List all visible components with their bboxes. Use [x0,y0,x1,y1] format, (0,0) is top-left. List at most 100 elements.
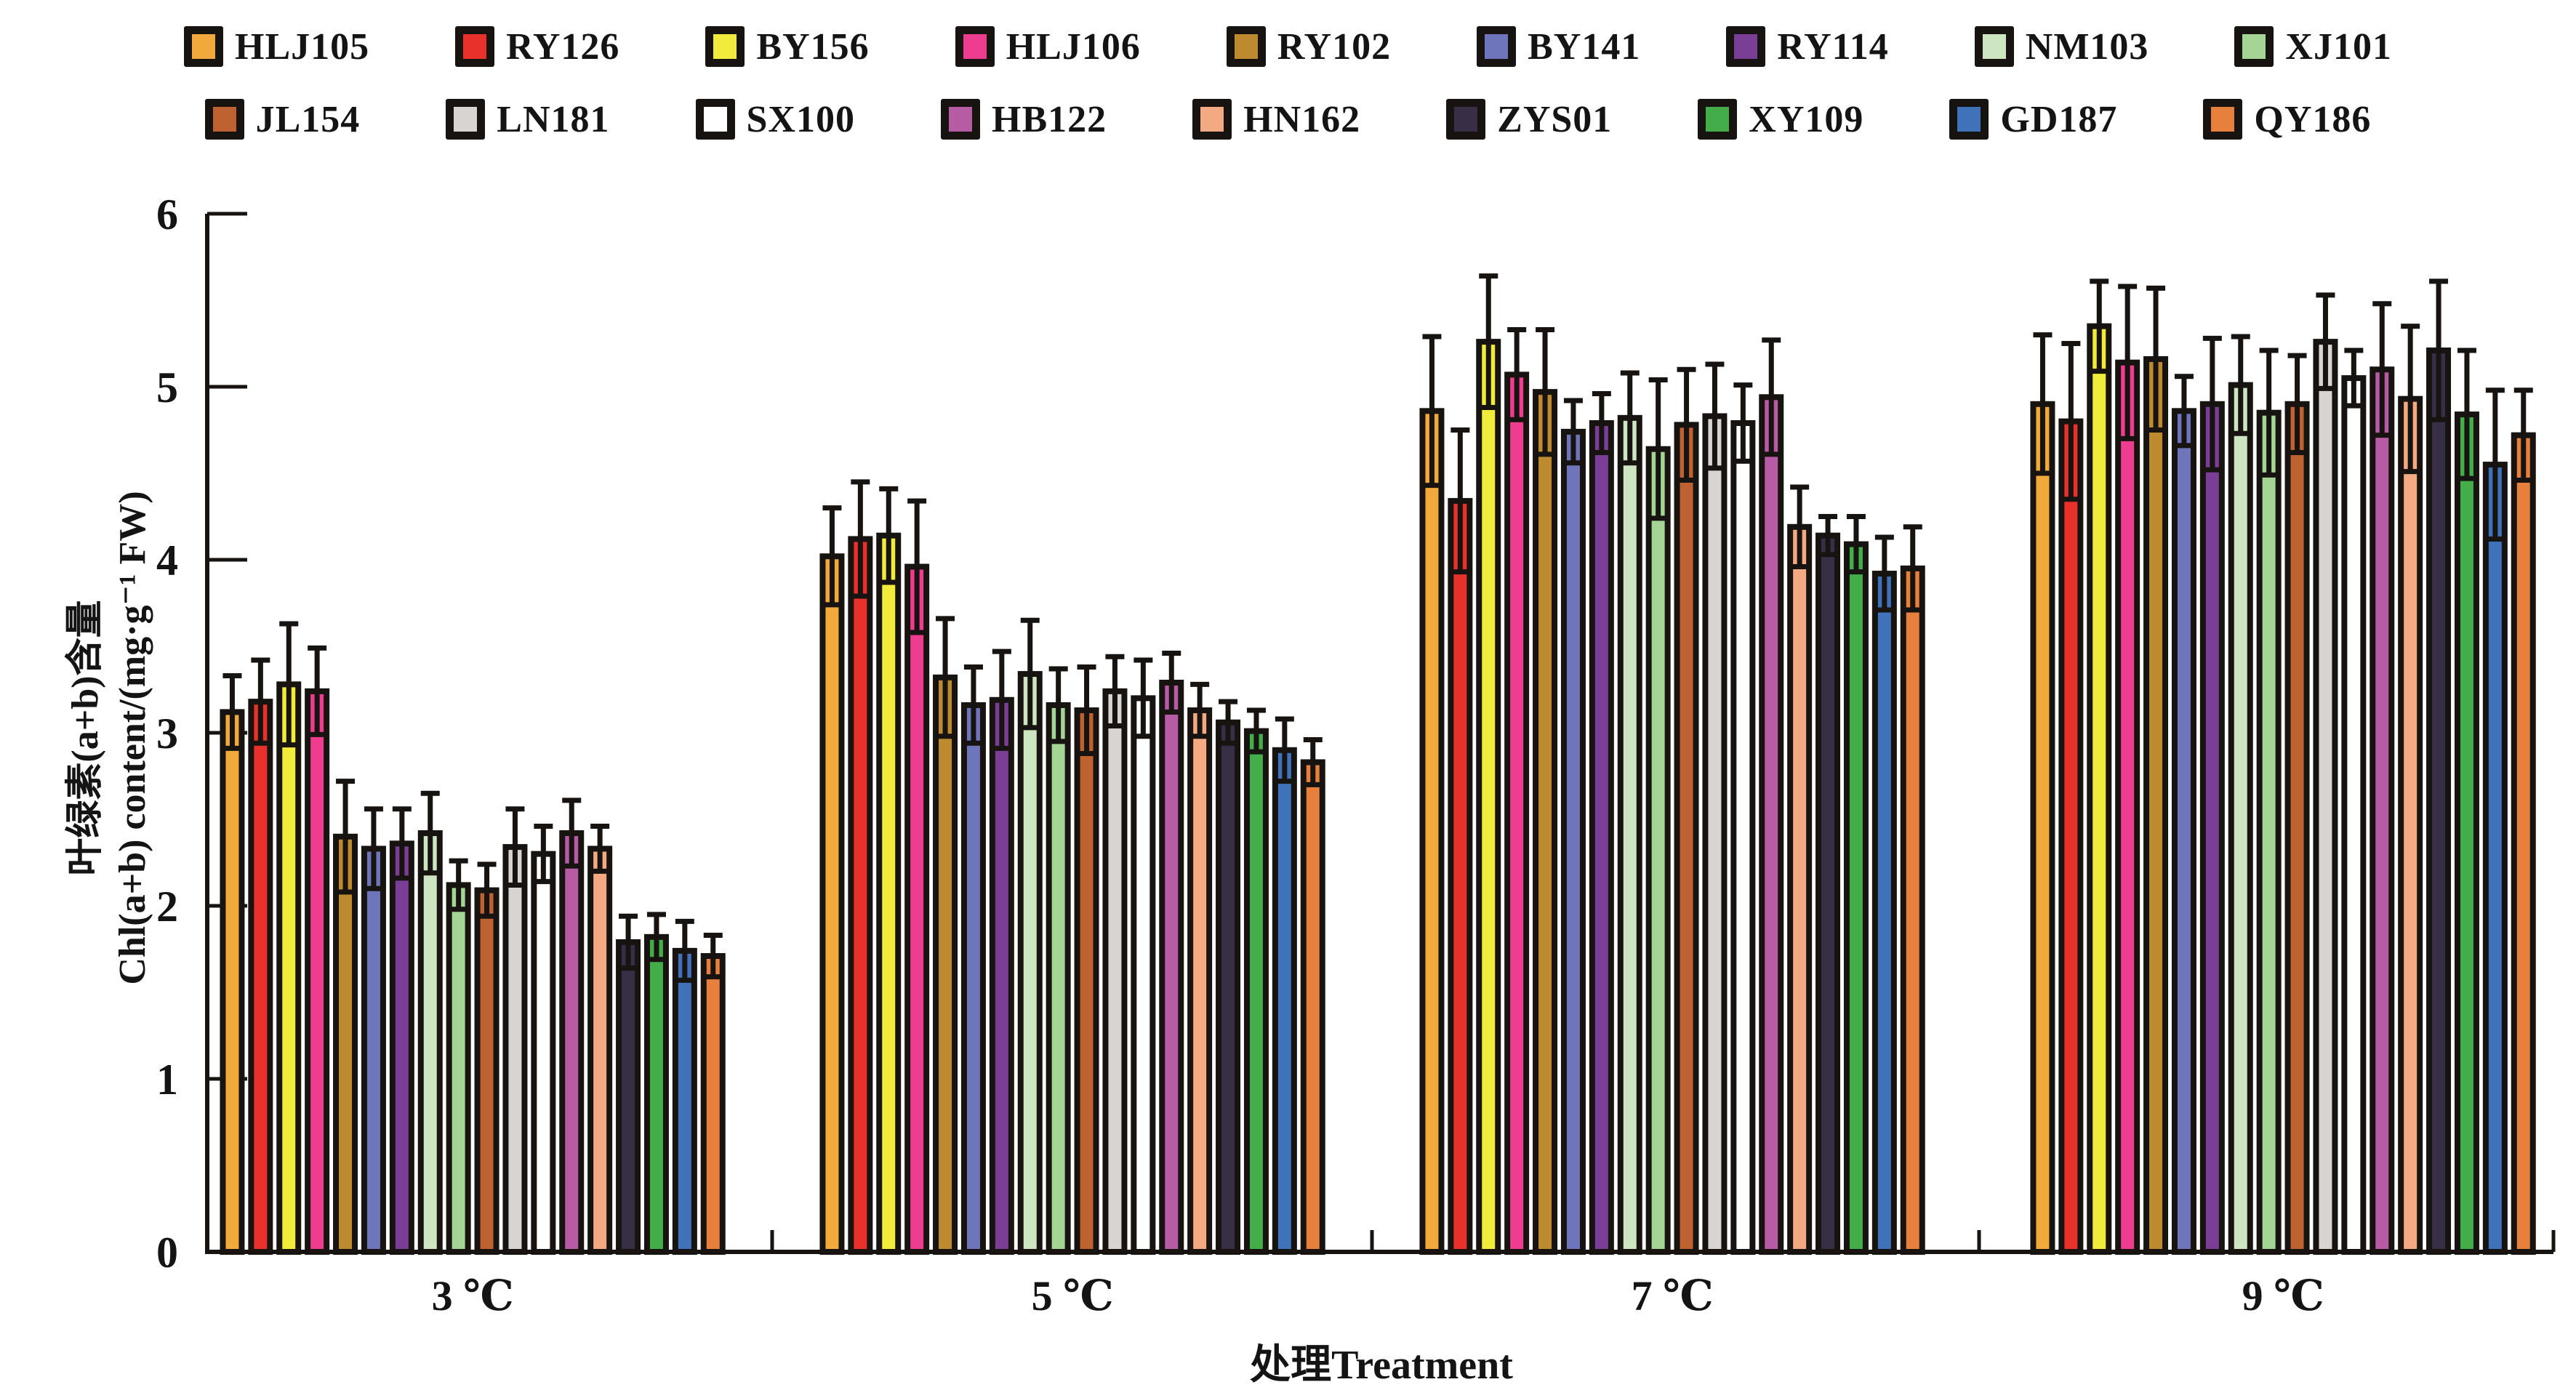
bar-BY156-7℃ [1476,339,1501,1255]
legend-item-ZYS01: ZYS01 [1446,98,1612,141]
error-bar [1303,737,1323,787]
bar-RY126-7℃ [1448,498,1473,1256]
legend-row: HLJ105 RY126 BY156 HLJ106 RY102 BY141 RY114 NM1… [0,10,2576,83]
legend-swatch-icon [184,26,224,67]
legend-item-RY102: RY102 [1226,25,1391,68]
error-bar [992,648,1011,751]
error-bar [364,806,383,891]
bar-XJ101-3℃ [446,882,471,1255]
legend-swatch-icon [705,26,745,67]
bar-GD187-3℃ [672,947,697,1255]
legend-label: RY114 [1777,25,1889,68]
bar-JL154-7℃ [1674,422,1699,1255]
bar-RY126-9℃ [2058,418,2084,1255]
error-bar [822,505,842,608]
bar-HN162-9℃ [2398,395,2423,1255]
bar-NM103-9℃ [2228,382,2253,1255]
error-bar [963,664,983,746]
error-bar [1648,377,1668,521]
error-bar [2316,292,2335,391]
legend-item-XJ101: XJ101 [2234,25,2392,68]
legend-label: BY141 [1528,25,1641,68]
error-bar [505,806,525,888]
bar-QY186-9℃ [2511,432,2536,1255]
bar-HN162-5℃ [1187,707,1213,1255]
error-bar [251,657,270,746]
legend-item-BY156: BY156 [705,25,869,68]
legend: HLJ105 RY126 BY156 HLJ106 RY102 BY141 RY114 NM1… [0,10,2576,156]
bar-LN181-5℃ [1102,688,1128,1255]
legend-label: ZYS01 [1497,98,1613,140]
error-bar [1246,707,1266,755]
x-axis-title: 处理Treatment [1250,1343,1513,1388]
bar-HLJ105-3℃ [220,709,245,1255]
legend-label: GD187 [2000,98,2118,140]
bar-ZYS01-9℃ [2426,348,2452,1255]
bar-RY126-5℃ [848,536,873,1255]
bar-ZYS01-7℃ [1815,532,1841,1255]
error-bar [1846,514,1866,575]
error-bar [703,932,723,980]
bar-SX100-7℃ [1730,419,1756,1255]
error-bar [1162,651,1181,715]
error-bar [1536,326,1555,457]
error-bar [590,824,610,874]
legend-swatch-icon [1974,26,2014,67]
error-bar [1705,361,1725,471]
error-bar [279,621,299,748]
error-bar [449,858,468,912]
error-bar [2118,284,2138,441]
bar-RY126-3℃ [248,699,273,1255]
legend-label: RY126 [506,25,620,68]
x-category-label: 3 ℃ [432,1272,514,1319]
legend-swatch-icon [1226,26,1266,67]
bar-QY186-3℃ [700,953,726,1256]
error-bar [1818,514,1838,558]
bar-JL154-5℃ [1074,707,1099,1255]
legend-label: SX100 [746,98,855,140]
error-bar [936,616,955,739]
bar-BY156-9℃ [2087,323,2112,1256]
legend-swatch-icon [1698,99,1738,140]
legend-item-SX100: SX100 [695,98,855,141]
error-bar [1790,484,1810,570]
error-bar [2457,348,2476,481]
error-bar [562,798,582,869]
bar-GD187-5℃ [1272,747,1297,1256]
x-category-label: 9 ℃ [2242,1272,2324,1319]
error-bar [336,779,356,895]
bar-LN181-3℃ [502,844,528,1255]
y-tick-label: 5 [156,363,178,411]
bar-SX100-5℃ [1131,695,1156,1255]
bar-BY141-5℃ [960,702,986,1255]
bar-BY141-9℃ [2171,408,2196,1256]
bar-HLJ106-9℃ [2115,359,2140,1255]
error-bar [2259,348,2279,478]
legend-label: XJ101 [2285,25,2392,68]
legend-swatch-icon [695,99,735,140]
bar-NM103-7℃ [1617,414,1642,1256]
bar-XJ101-5℃ [1046,702,1071,1255]
legend-label: NM103 [2025,25,2149,68]
legend-label: QY186 [2254,98,2372,140]
legend-label: HN162 [1243,98,1361,140]
bar-BY141-7℃ [1560,428,1586,1255]
error-bar [1592,391,1611,455]
error-bar [619,913,638,971]
error-bar [2401,324,2420,475]
bar-BY156-5℃ [876,532,902,1255]
error-bar [879,486,899,585]
bar-HLJ105-7℃ [1419,408,1445,1256]
error-bar [646,912,666,963]
bar-HLJ106-3℃ [305,688,330,1255]
y-tick-label: 1 [156,1056,178,1104]
legend-label: LN181 [497,98,610,140]
legend-item-NM103: NM103 [1974,25,2149,68]
bar-HLJ105-9℃ [2030,401,2055,1255]
error-bar [2033,332,2053,476]
error-bar [392,806,412,881]
error-bar [1677,366,1696,483]
bar-RY114-7℃ [1589,419,1614,1255]
legend-item-BY141: BY141 [1477,25,1640,68]
legend-swatch-icon [2203,99,2243,140]
